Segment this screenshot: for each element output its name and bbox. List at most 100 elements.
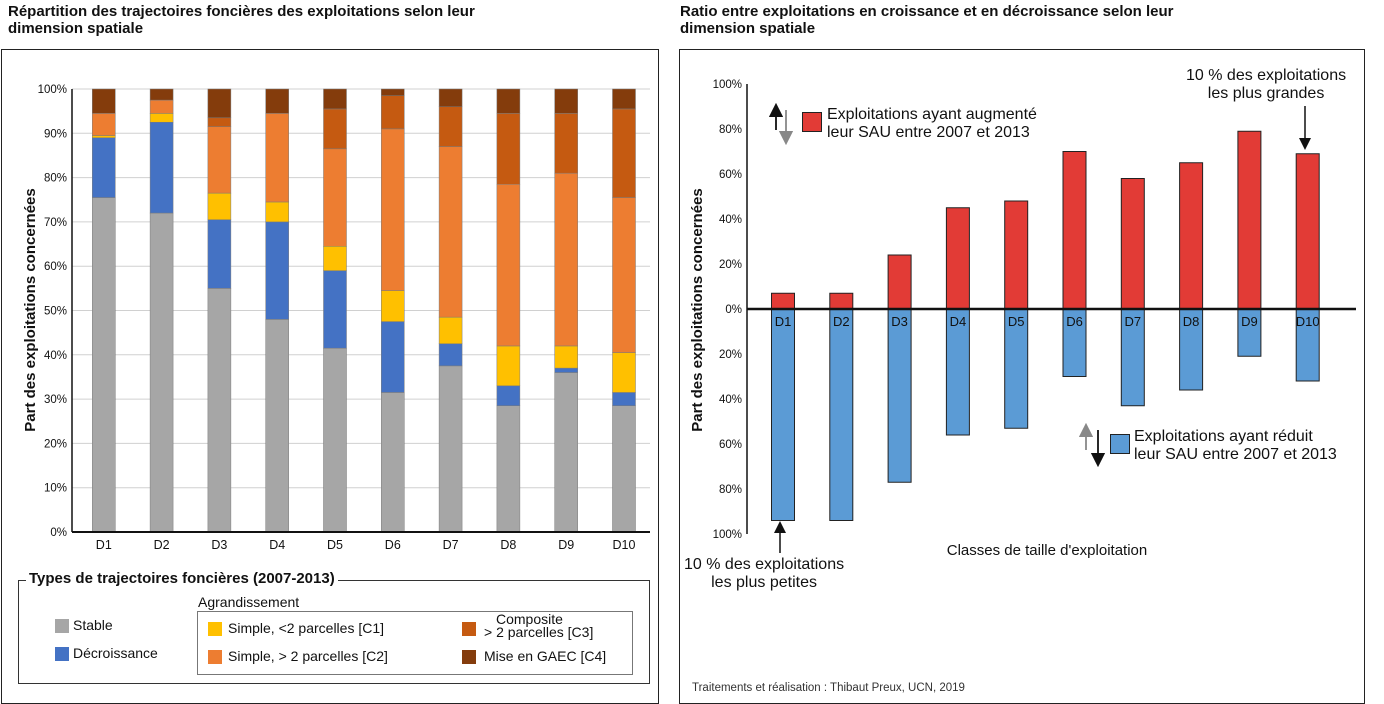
bar-segment xyxy=(323,148,347,247)
y-axis-label: Part des exploitations concernées xyxy=(22,188,39,431)
bar-segment xyxy=(496,88,521,114)
annotation-smallest-line1: 10 % des exploitations xyxy=(684,556,845,573)
y-tick-label: 20% xyxy=(44,438,67,450)
right-title-line1: Ratio entre exploitations en croissance … xyxy=(680,3,1174,20)
bar-segment xyxy=(381,290,405,322)
bar-segment xyxy=(554,345,578,369)
x-tick-label: D10 xyxy=(1296,314,1320,329)
bar-segment xyxy=(554,372,578,533)
bar xyxy=(1004,200,1029,310)
bar xyxy=(887,254,912,310)
legend-label-c1: Simple, <2 parcelles [C1] xyxy=(228,620,385,636)
right-chart-panel: 100% 80% 60% 40% 20% 0% 20% 40% 60% 80% 100% D1 D2 D3… xyxy=(679,49,1365,704)
bar-segment xyxy=(207,126,232,194)
bar-segment xyxy=(612,88,636,110)
legend-swatch-c2 xyxy=(208,650,222,664)
legend-increase-line1: Exploitations ayant augmenté xyxy=(827,106,1037,123)
bar-segment xyxy=(381,321,405,393)
bar-segment xyxy=(381,88,405,96)
x-tick-label: D5 xyxy=(327,538,343,552)
y-tick-label: 40% xyxy=(719,394,742,406)
bar-segment xyxy=(381,392,405,533)
x-tick-label: D1 xyxy=(96,538,112,552)
y-tick-label: 50% xyxy=(44,306,67,318)
x-tick-label: D10 xyxy=(613,538,636,552)
bar xyxy=(829,292,854,310)
legend-swatch-decrease xyxy=(1110,434,1130,454)
y-tick-label: 70% xyxy=(44,217,67,229)
bar-segment xyxy=(612,352,636,393)
bar-segment xyxy=(612,197,636,353)
bar-segment xyxy=(265,221,289,320)
legend-label-decrease: Exploitations ayant réduit leur SAU entr… xyxy=(1134,428,1337,464)
x-tick-label: D3 xyxy=(891,314,908,329)
bar-segment xyxy=(207,192,232,220)
y-tick-label: 90% xyxy=(44,128,67,140)
y-tick-label: 80% xyxy=(44,173,67,185)
credit-text: Traitements et réalisation : Thibaut Pre… xyxy=(692,682,965,694)
legend-label-c3-line1: Composite xyxy=(496,611,563,627)
diverging-bar-chart: 100% 80% 60% 40% 20% 0% 20% 40% 60% 80% 100% D1 D2 D3… xyxy=(689,79,1356,559)
bar xyxy=(829,308,854,521)
bar-segment xyxy=(207,117,232,127)
stacked-bar-chart: 0% 10% 20% 30% 40% 50% 60% 70% 80% 90% 100% D1 D2 D3 D… xyxy=(22,84,650,552)
y-tick-label: 80% xyxy=(719,484,742,496)
bar xyxy=(771,292,795,310)
bar-segment xyxy=(92,137,116,198)
x-tick-label: D2 xyxy=(833,314,850,329)
bar-segment xyxy=(496,405,521,533)
x-tick-label: D5 xyxy=(1008,314,1025,329)
bar-segment xyxy=(381,95,405,130)
bar-segment xyxy=(207,288,232,533)
bar-segment xyxy=(612,405,636,533)
y-tick-label: 100% xyxy=(713,79,742,91)
x-tick-label: D9 xyxy=(1241,314,1258,329)
bar-segment xyxy=(496,345,521,387)
y-tick-label: 100% xyxy=(38,84,67,96)
bar-segment xyxy=(149,113,174,123)
annotation-smallest: 10 % des exploitations les plus petites xyxy=(684,556,844,592)
bar-segment xyxy=(554,172,578,347)
y-tick-label: 20% xyxy=(719,349,742,361)
x-tick-label: D7 xyxy=(443,538,459,552)
x-tick-label: D4 xyxy=(269,538,285,552)
bar-segment xyxy=(554,113,578,174)
y-axis-label: Part des exploitations concernées xyxy=(689,188,706,431)
left-title-line1: Répartition des trajectoires foncières d… xyxy=(8,3,475,20)
annotation-smallest-line2: les plus petites xyxy=(711,574,817,591)
legend-decrease-line1: Exploitations ayant réduit xyxy=(1134,428,1313,445)
bar-segment xyxy=(496,113,521,185)
left-chart-panel: 0% 10% 20% 30% 40% 50% 60% 70% 80% 90% 100% D1 D2 D3 D… xyxy=(1,49,659,704)
x-tick-label: D6 xyxy=(385,538,401,552)
bar-segment xyxy=(207,88,232,119)
legend-group-label: Agrandissement xyxy=(198,594,300,610)
bar-segment xyxy=(554,367,578,373)
legend-label-c4: Mise en GAEC [C4] xyxy=(484,648,607,664)
bar xyxy=(771,308,795,521)
x-tick-label: D7 xyxy=(1124,314,1141,329)
bar-segment xyxy=(323,108,347,150)
y-tick-label: 0% xyxy=(725,304,742,316)
bar xyxy=(1295,153,1320,310)
y-tick-label: 0% xyxy=(50,527,67,539)
bar-segment xyxy=(438,88,463,107)
bar xyxy=(1237,130,1262,310)
bar-segment xyxy=(265,88,289,114)
x-tick-label: D8 xyxy=(500,538,516,552)
annotation-largest: 10 % des exploitations les plus grandes xyxy=(1186,67,1346,103)
y-tick-label: 10% xyxy=(44,483,67,495)
annotation-largest-line1: 10 % des exploitations xyxy=(1186,67,1347,84)
legend-swatch-increase xyxy=(802,112,822,132)
bar-segment xyxy=(323,347,347,533)
bar-segment xyxy=(265,201,289,223)
bar-segment xyxy=(323,246,347,271)
x-tick-label: D9 xyxy=(558,538,574,552)
annotation-largest-line2: les plus grandes xyxy=(1207,85,1325,102)
bar xyxy=(887,308,912,483)
bar-segment xyxy=(612,108,636,198)
bar xyxy=(1179,162,1204,310)
y-tick-label: 30% xyxy=(44,394,67,406)
y-tick-label: 40% xyxy=(44,350,67,362)
y-tick-label: 80% xyxy=(719,124,742,136)
y-tick-label: 20% xyxy=(719,259,742,271)
